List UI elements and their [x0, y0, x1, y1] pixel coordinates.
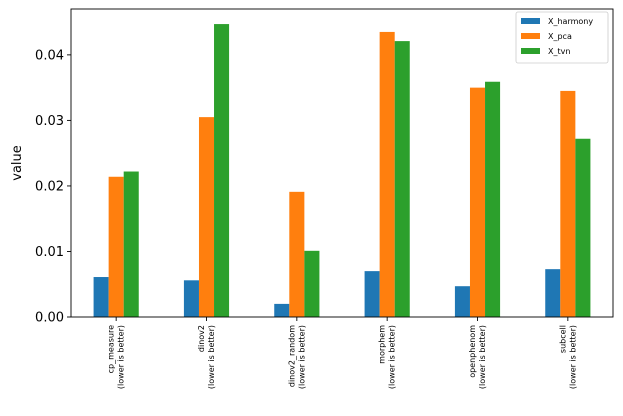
x-tick-label: morphem(lower is better)	[378, 325, 397, 389]
y-axis-label: value	[10, 145, 25, 181]
bar-X_harmony-openphenom	[454, 286, 470, 317]
x-tick-label-line: subcell	[558, 325, 567, 353]
x-tick-label: dinov2_random(lower is better)	[287, 325, 306, 389]
bar-X_tvn-subcell	[575, 138, 591, 317]
x-tick-label-line: (lower is better)	[297, 325, 306, 389]
bar-X_pca-dinov2	[198, 117, 215, 318]
y-tick-label: 0.03	[35, 114, 64, 129]
x-tick-label-line: (lower is better)	[388, 325, 397, 389]
bar-X_pca-morphem	[379, 31, 395, 318]
y-tick-label: 0.00	[35, 311, 64, 326]
x-tick-label-line: (lower is better)	[568, 325, 577, 389]
plot-frame	[70, 8, 614, 318]
x-tick-label: cp_measure(lower is better)	[107, 325, 126, 389]
x-tick-label-line: dinov2	[197, 325, 206, 352]
y-tick-label: 0.02	[35, 179, 64, 194]
x-axis: cp_measure(lower is better) dinov2(lower …	[107, 317, 577, 389]
bar-X_harmony-subcell	[545, 269, 561, 317]
bar-X_harmony-morphem	[364, 271, 380, 317]
bar-X_pca-openphenom	[469, 87, 486, 317]
x-tick-label-line: (lower is better)	[478, 325, 487, 389]
bar-X_tvn-dinov2_random	[304, 250, 320, 317]
bar-X_pca-subcell	[560, 90, 576, 318]
y-axis: 0.00 0.01 0.02 0.03 0.04	[35, 48, 71, 326]
bar-X_tvn-dinov2	[214, 24, 230, 318]
x-tick-label: dinov2(lower is better)	[197, 325, 216, 389]
legend-swatch-X_harmony	[521, 18, 540, 24]
bar-X_tvn-morphem	[394, 41, 410, 318]
x-tick-label: openphenom(lower is better)	[468, 325, 487, 389]
x-tick-label-line: (lower is better)	[207, 325, 216, 389]
legend: X_harmony X_pca X_tvn	[515, 11, 609, 64]
y-tick-label: 0.04	[35, 48, 64, 63]
legend-swatch-X_tvn	[521, 48, 540, 54]
legend-label-X_harmony: X_harmony	[548, 17, 593, 26]
x-tick-label-line: (lower is better)	[117, 325, 126, 389]
bar-X_harmony-dinov2	[183, 280, 199, 317]
x-tick-label-line: dinov2_random	[287, 325, 296, 387]
legend-swatch-X_pca	[521, 33, 540, 39]
x-tick-label-line: morphem	[378, 325, 387, 364]
bar-X_tvn-cp_measure	[123, 171, 139, 317]
bar-X_pca-cp_measure	[108, 176, 124, 317]
bars-layer	[93, 24, 591, 318]
bar-X_pca-dinov2_random	[289, 191, 305, 317]
bar-X_harmony-cp_measure	[93, 277, 109, 317]
legend-label-X_tvn: X_tvn	[548, 47, 570, 56]
x-tick-label-line: cp_measure	[107, 325, 116, 373]
legend-label-X_pca: X_pca	[548, 32, 572, 41]
x-tick-label-line: openphenom	[468, 325, 477, 378]
x-tick-label: subcell(lower is better)	[558, 325, 577, 389]
bar-X_harmony-dinov2_random	[274, 303, 290, 317]
bar-X_tvn-openphenom	[485, 81, 501, 318]
y-tick-label: 0.01	[35, 245, 64, 260]
